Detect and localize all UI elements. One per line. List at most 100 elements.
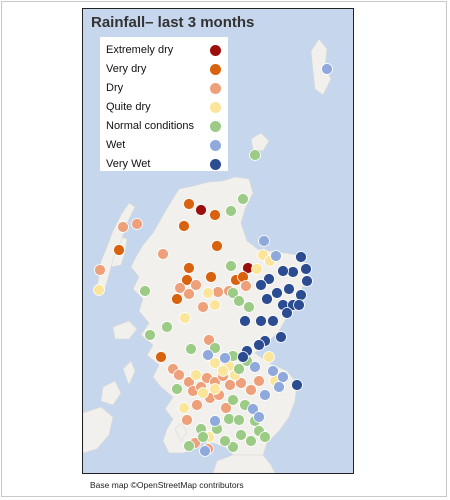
station-marker[interactable]	[293, 299, 305, 311]
station-marker[interactable]	[205, 271, 217, 283]
station-marker[interactable]	[259, 389, 271, 401]
station-marker[interactable]	[233, 414, 245, 426]
station-marker[interactable]	[237, 193, 249, 205]
station-marker[interactable]	[251, 263, 263, 275]
station-marker[interactable]	[178, 220, 190, 232]
station-marker[interactable]	[113, 244, 125, 256]
station-marker[interactable]	[197, 301, 209, 313]
station-marker[interactable]	[249, 149, 261, 161]
station-marker[interactable]	[202, 287, 214, 299]
station-marker[interactable]	[247, 403, 259, 415]
station-marker[interactable]	[197, 431, 209, 443]
station-marker[interactable]	[93, 284, 105, 296]
station-marker[interactable]	[139, 285, 151, 297]
station-marker[interactable]	[227, 441, 239, 453]
station-marker[interactable]	[255, 315, 267, 327]
station-marker[interactable]	[190, 279, 202, 291]
station-marker[interactable]	[181, 274, 193, 286]
station-marker[interactable]	[245, 384, 257, 396]
station-marker[interactable]	[195, 204, 207, 216]
station-marker[interactable]	[237, 351, 249, 363]
station-marker[interactable]	[295, 251, 307, 263]
station-marker[interactable]	[300, 263, 312, 275]
station-marker[interactable]	[220, 402, 232, 414]
station-marker[interactable]	[209, 357, 221, 369]
station-marker[interactable]	[157, 248, 169, 260]
station-marker[interactable]	[225, 205, 237, 217]
station-marker[interactable]	[181, 414, 193, 426]
station-marker[interactable]	[219, 435, 231, 447]
station-marker[interactable]	[235, 377, 247, 389]
station-marker[interactable]	[94, 264, 106, 276]
station-marker[interactable]	[253, 411, 265, 423]
station-marker[interactable]	[281, 307, 293, 319]
station-marker[interactable]	[255, 279, 267, 291]
station-marker[interactable]	[225, 260, 237, 272]
station-marker[interactable]	[291, 379, 303, 391]
station-marker[interactable]	[295, 289, 307, 301]
station-marker[interactable]	[212, 286, 224, 298]
station-marker[interactable]	[283, 283, 295, 295]
station-marker[interactable]	[253, 375, 265, 387]
station-marker[interactable]	[239, 315, 251, 327]
station-marker[interactable]	[249, 361, 261, 373]
station-marker[interactable]	[233, 295, 245, 307]
station-marker[interactable]	[183, 262, 195, 274]
station-marker[interactable]	[235, 429, 247, 441]
station-marker[interactable]	[131, 218, 143, 230]
station-marker[interactable]	[190, 369, 202, 381]
station-marker[interactable]	[277, 371, 289, 383]
station-marker[interactable]	[301, 275, 313, 287]
station-marker[interactable]	[277, 265, 289, 277]
station-marker[interactable]	[224, 379, 236, 391]
station-marker[interactable]	[267, 365, 279, 377]
station-marker[interactable]	[287, 266, 299, 278]
station-marker[interactable]	[161, 321, 173, 333]
station-marker[interactable]	[321, 63, 333, 75]
station-marker[interactable]	[202, 349, 214, 361]
station-marker[interactable]	[203, 334, 215, 346]
station-marker[interactable]	[197, 387, 209, 399]
station-marker[interactable]	[173, 369, 185, 381]
station-marker[interactable]	[267, 315, 279, 327]
station-marker[interactable]	[209, 299, 221, 311]
station-marker[interactable]	[253, 339, 265, 351]
station-marker[interactable]	[240, 280, 252, 292]
station-marker[interactable]	[179, 312, 191, 324]
station-marker[interactable]	[185, 343, 197, 355]
station-marker[interactable]	[209, 209, 221, 221]
station-marker[interactable]	[171, 383, 183, 395]
station-marker[interactable]	[174, 282, 186, 294]
station-marker[interactable]	[209, 415, 221, 427]
station-marker[interactable]	[227, 394, 239, 406]
station-marker[interactable]	[263, 273, 275, 285]
station-marker[interactable]	[183, 288, 195, 300]
station-marker[interactable]	[227, 287, 239, 299]
station-marker[interactable]	[217, 365, 229, 377]
station-marker[interactable]	[191, 399, 203, 411]
station-marker[interactable]	[144, 329, 156, 341]
station-marker[interactable]	[183, 440, 195, 452]
station-marker[interactable]	[209, 342, 221, 354]
station-marker[interactable]	[155, 351, 167, 363]
station-marker[interactable]	[117, 221, 129, 233]
station-marker[interactable]	[219, 352, 231, 364]
station-marker[interactable]	[270, 250, 282, 262]
station-marker[interactable]	[258, 235, 270, 247]
station-marker[interactable]	[271, 287, 283, 299]
station-marker[interactable]	[243, 301, 255, 313]
station-marker[interactable]	[261, 293, 273, 305]
station-marker[interactable]	[273, 381, 285, 393]
station-marker[interactable]	[223, 413, 235, 425]
station-marker[interactable]	[171, 293, 183, 305]
station-marker[interactable]	[245, 435, 257, 447]
station-marker[interactable]	[259, 431, 271, 443]
station-marker[interactable]	[263, 351, 275, 363]
station-marker[interactable]	[199, 445, 211, 457]
station-marker[interactable]	[183, 198, 195, 210]
station-marker[interactable]	[178, 402, 190, 414]
station-marker[interactable]	[233, 363, 245, 375]
station-marker[interactable]	[211, 240, 223, 252]
station-marker[interactable]	[275, 331, 287, 343]
station-marker[interactable]	[209, 383, 221, 395]
